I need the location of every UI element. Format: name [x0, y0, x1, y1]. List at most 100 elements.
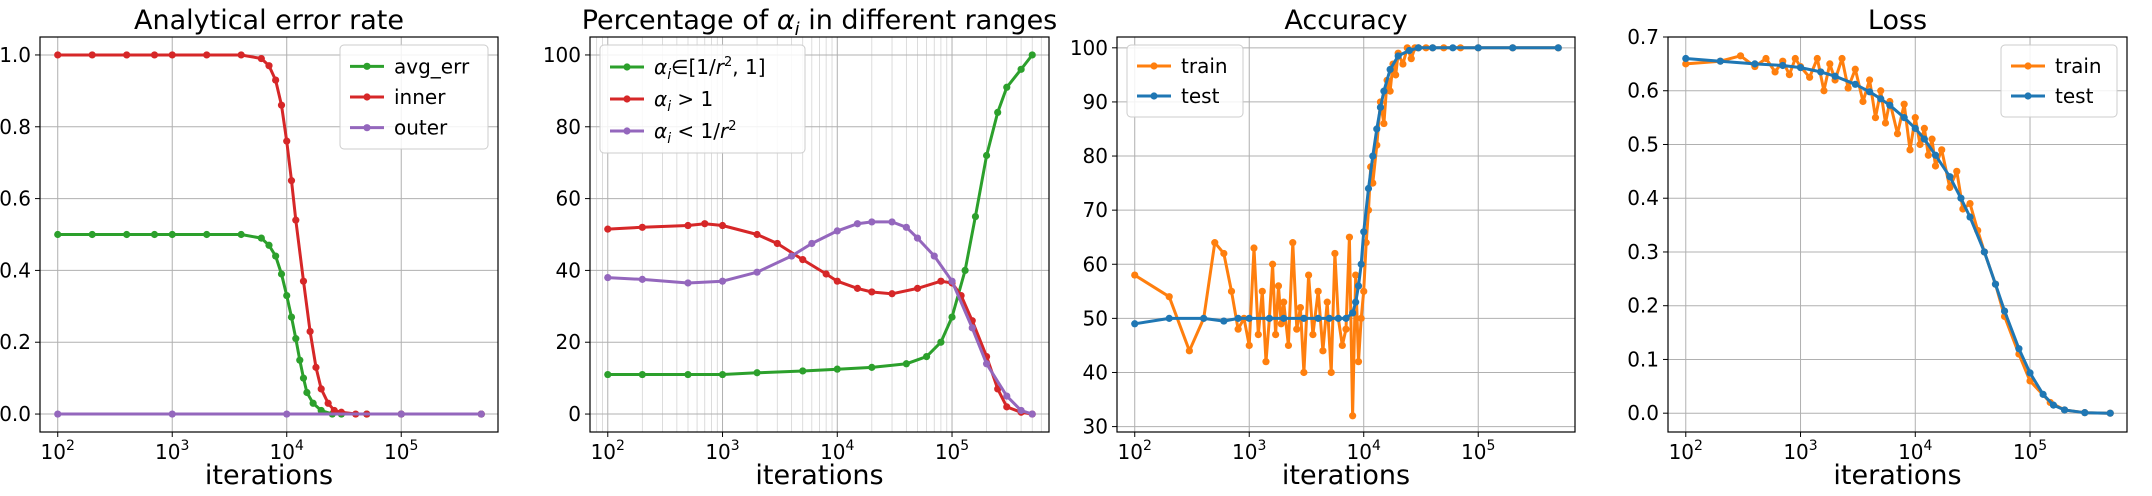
data-point [604, 225, 612, 233]
data-point [1185, 347, 1193, 355]
data-point [1762, 54, 1770, 63]
data-point [982, 151, 991, 160]
y-tick-label: 90 [1083, 90, 1108, 114]
data-point [397, 410, 405, 418]
data-point [799, 256, 807, 264]
y-tick-label: 40 [1083, 360, 1108, 384]
x-tick-label: 104 [1898, 438, 1932, 464]
legend: train test [1126, 44, 1244, 118]
data-point [1405, 46, 1413, 55]
data-point [265, 62, 273, 70]
data-point [1877, 87, 1885, 95]
data-point [718, 370, 727, 379]
data-point [1234, 325, 1242, 333]
data-point [1354, 358, 1363, 366]
data-point [888, 290, 896, 298]
data-point [292, 335, 300, 343]
data-point [1859, 97, 1867, 106]
x-tick-label: 105 [1461, 438, 1495, 464]
data-point [1293, 325, 1301, 333]
data-point [272, 252, 280, 260]
data-point [1274, 282, 1283, 290]
data-point [1380, 87, 1388, 95]
data-point [1900, 114, 1908, 122]
data-point [1352, 271, 1360, 279]
x-tick-label: 103 [705, 438, 739, 464]
data-point [1349, 309, 1357, 317]
data-point [477, 410, 485, 418]
data-point [1319, 347, 1327, 355]
data-point [1509, 44, 1517, 52]
chart-title: Loss [1868, 5, 1927, 36]
data-point [1003, 83, 1011, 91]
data-point [2000, 307, 2009, 315]
data-point [868, 218, 876, 226]
data-point [1474, 44, 1482, 52]
data-point [2026, 369, 2034, 377]
data-point [718, 221, 727, 230]
y-tick-label: 0 [568, 402, 581, 426]
x-tick-label: 103 [1783, 438, 1817, 464]
data-point [1931, 151, 1940, 159]
legend-label: train [1181, 54, 1228, 78]
legend-marker [2024, 92, 2032, 100]
data-point [982, 360, 991, 368]
data-point [833, 227, 841, 235]
data-point [1357, 314, 1365, 322]
data-point [1369, 179, 1377, 187]
data-point [1305, 271, 1313, 279]
data-point [1386, 65, 1394, 74]
chart-panel-1: 102 103 104 105 0.0 0.2 0.4 0.6 0.8 1.0 Analytical… [0, 5, 499, 491]
data-point [1300, 314, 1308, 322]
data-point [1871, 114, 1880, 122]
data-point [888, 218, 896, 226]
data-point [1369, 152, 1377, 160]
data-point [1449, 44, 1457, 52]
data-point [168, 410, 176, 418]
data-point [1928, 135, 1936, 143]
data-point [753, 230, 761, 239]
data-point [299, 277, 308, 285]
y-tick-label: 0.4 [1627, 186, 1659, 210]
y-tick-label: 0.7 [1627, 25, 1659, 49]
data-point [684, 279, 692, 287]
x-axis-label: iterations [1833, 460, 1961, 491]
data-point [1245, 341, 1253, 350]
data-point [54, 410, 62, 418]
data-point [1682, 60, 1690, 68]
data-point [1338, 341, 1346, 350]
data-point [292, 216, 300, 224]
data-point [1165, 314, 1173, 322]
data-point [1364, 184, 1373, 193]
x-tick-label: 103 [155, 438, 189, 464]
data-point [54, 230, 62, 239]
data-point [1284, 341, 1293, 350]
data-point [1920, 124, 1928, 132]
data-point [1258, 287, 1266, 295]
y-tick-label: 100 [543, 43, 581, 67]
data-point [1826, 60, 1834, 68]
data-point [1028, 410, 1036, 418]
data-point [1806, 73, 1814, 81]
plot-frame [589, 36, 1050, 433]
data-point [1980, 248, 1988, 256]
y-tick-label: 0.2 [1627, 294, 1659, 318]
legend-box [1126, 44, 1244, 118]
data-point [1881, 119, 1890, 127]
data-point [922, 352, 931, 361]
data-point [1817, 68, 1825, 76]
data-point [317, 406, 325, 415]
legend-marker [363, 93, 371, 101]
series-line-3 [607, 220, 1033, 416]
legend-box [2000, 44, 2118, 118]
data-point [1314, 287, 1322, 295]
data-point [968, 324, 976, 332]
data-point [1866, 88, 1874, 96]
data-point [1407, 55, 1415, 63]
data-point [1380, 119, 1388, 128]
y-tick-label: 40 [556, 258, 581, 282]
data-point [1323, 298, 1331, 306]
data-point [123, 51, 131, 59]
data-point [1200, 314, 1208, 322]
data-point [948, 313, 956, 321]
